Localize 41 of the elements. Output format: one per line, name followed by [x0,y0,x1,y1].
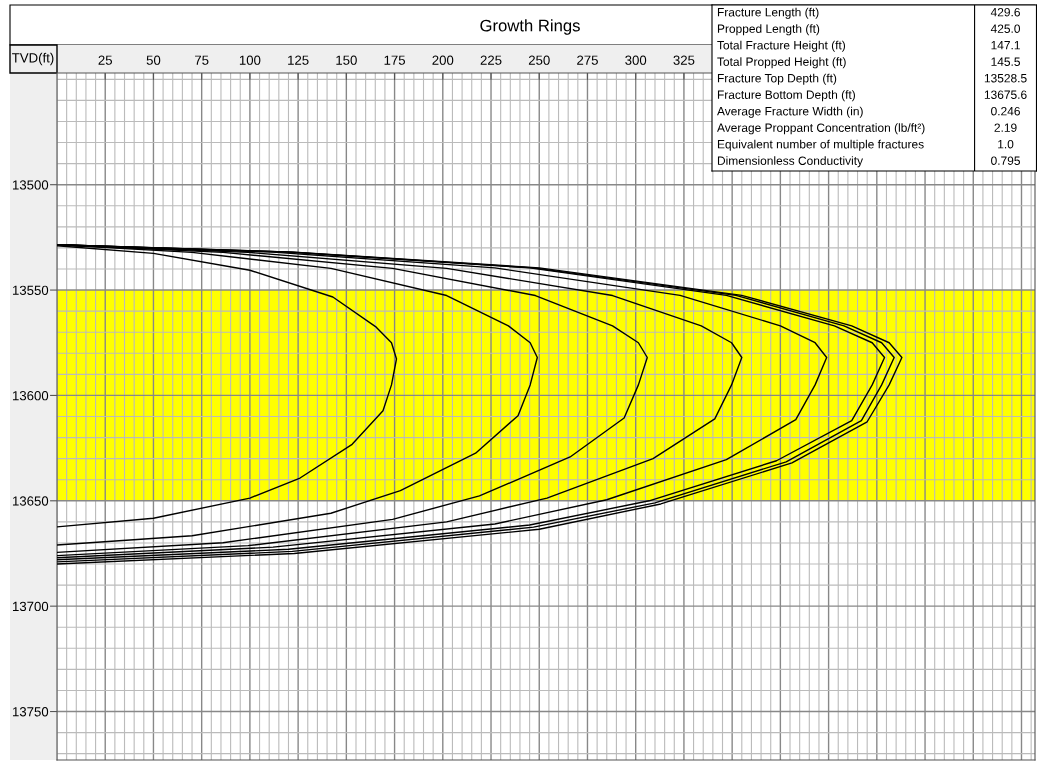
annotation: Dimensionless Conductivity [717,156,864,168]
annotation: Equivalent number of multiple fractures [717,139,924,151]
y-axis-title: TVD(ft) [12,52,54,66]
text: Total Fracture Height (ft) [717,40,846,52]
y-tick-label: 13650 [12,496,49,506]
annotation: 13528.5 [984,74,1027,83]
x-tick-label: 125 [288,55,309,65]
y-tick-label: 13600 [12,390,49,401]
annotation: Average Fracture Width (in) [717,106,863,118]
annotation: Fracture Top Depth (ft) [717,73,837,85]
x-tick-label: 150 [336,55,357,65]
x-tick-label: 175 [384,55,406,65]
y-tick-label: 13750 [12,707,49,717]
annotation: 13675.6 [984,90,1027,99]
text: Total Propped Height (ft) [717,57,846,69]
text: 429.6 [990,8,1020,17]
x-tick-label: 300 [625,55,647,65]
text: Propped Length (ft) [717,24,820,36]
annotation: 1.0 [998,140,1014,149]
text: 425.0 [990,24,1021,33]
x-tick-label: 200 [432,55,454,65]
x-tick-label: 325 [673,55,695,65]
y-tick-label: 13700 [12,601,49,612]
x-tick-label: 275 [577,55,598,65]
x-tick-label: 250 [528,55,550,65]
x-tick-label: 75 [195,55,209,65]
chart-title: Growth Rings [480,19,580,35]
text: 147.1 [991,41,1020,50]
x-tick-label: 100 [239,55,261,65]
x-tick-label: 50 [146,55,161,65]
y-tick-label: 13550 [12,285,49,295]
text: 145.5 [991,57,1020,66]
x-tick-label: 25 [98,55,113,65]
y-tick-label: 13500 [12,180,49,190]
annotation: 0.246 [991,107,1020,116]
x-tick-label: 225 [480,55,502,65]
annotation: Average Proppant Concentration (lb/ft²) [717,123,925,135]
text: Fracture Length (ft) [717,7,819,19]
annotation: Fracture Bottom Depth (ft) [717,90,855,102]
annotation: 0.795 [991,156,1020,165]
annotation: 2.19 [994,123,1017,132]
